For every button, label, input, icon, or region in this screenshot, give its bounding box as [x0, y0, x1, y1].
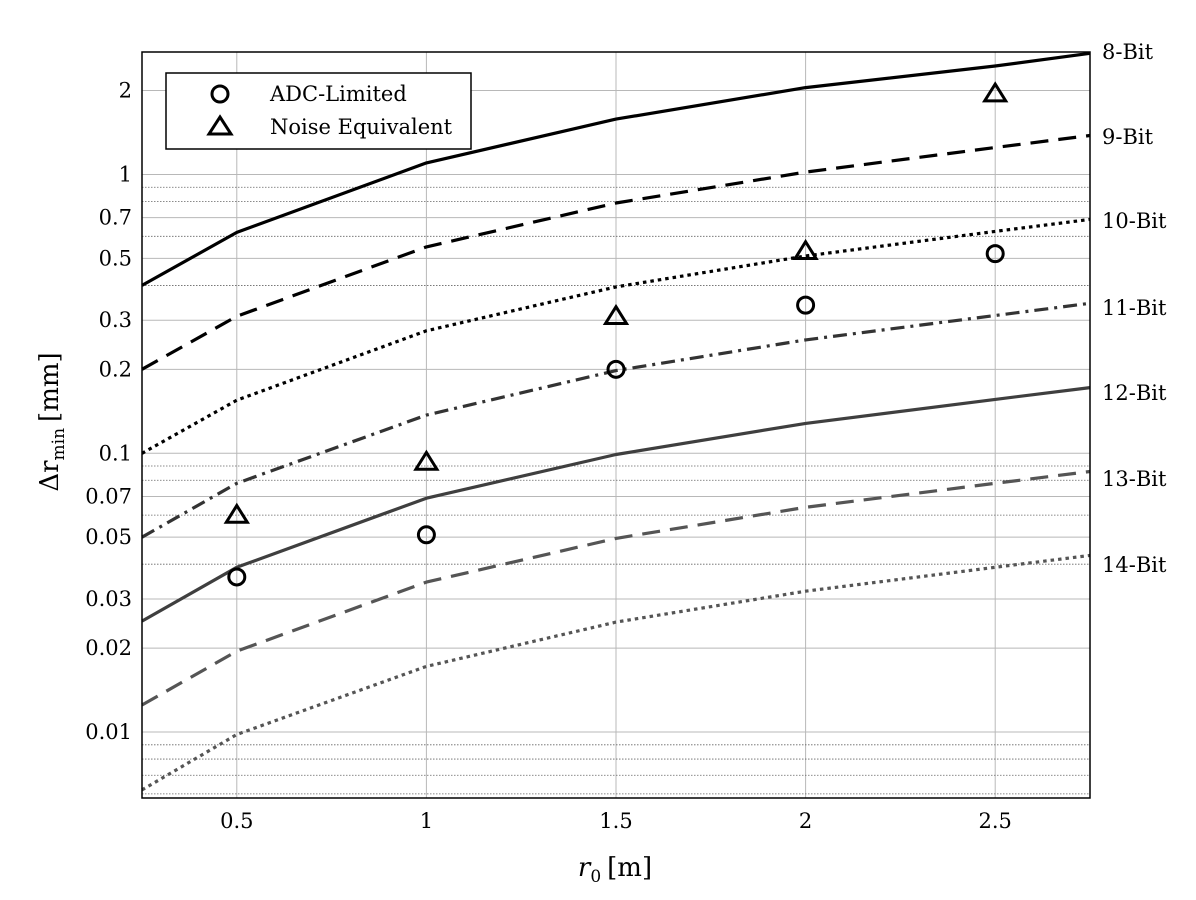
legend-triangle-marker [206, 114, 234, 136]
y-tick-label: 0.07 [85, 484, 132, 508]
y-tick-label: 0.3 [99, 308, 132, 332]
adc-limited-point [227, 567, 247, 587]
y-tick-label: 1 [119, 162, 132, 186]
series-labels: 8-Bit 9-Bit 10-Bit 11-Bit 12-Bit 13-Bit 14-Bit [1102, 40, 1167, 577]
series-label: 12-Bit [1102, 381, 1167, 405]
marker-points [223, 81, 1009, 587]
x-tick-label: 0.5 [220, 809, 253, 833]
plot-frame [141, 51, 1091, 799]
y-tick-labels: 0.01 0.02 0.03 0.05 0.07 0.1 0.2 0.3 0.5 0.7 1 2 [85, 79, 132, 744]
x-tick-label: 2.5 [978, 809, 1011, 833]
noise-equivalent-point [792, 238, 819, 261]
noise-equivalent-point [413, 449, 440, 471]
y-tick-label: 0.7 [99, 206, 132, 230]
y-tick-label: 0.02 [85, 636, 132, 660]
series-line-12-bit [141, 386, 1091, 623]
legend: ADC-Limited Noise Equivalent [165, 72, 472, 150]
x-tick-label: 1.5 [599, 809, 632, 833]
legend-box [165, 72, 472, 150]
y-tick-label: 0.01 [85, 720, 132, 744]
adc-limited-point [416, 525, 436, 545]
x-axis-label: r0 [m] [578, 853, 652, 887]
adc-limited-point [796, 295, 816, 315]
x-tick-labels: 0.5 1 1.5 2 2.5 [220, 809, 1012, 833]
series-label: 11-Bit [1102, 296, 1167, 320]
y-axis-label: Δrmin[mm] [35, 352, 69, 491]
legend-label-adc-limited: ADC-Limited [269, 82, 407, 106]
y-tick-label: 0.1 [99, 441, 132, 465]
y-tick-label: 0.2 [99, 357, 132, 381]
x-tick-label: 1 [420, 809, 433, 833]
y-tick-label: 0.03 [85, 587, 132, 611]
series-line-9-bit [141, 133, 1091, 371]
noise-equivalent-point [602, 303, 630, 325]
series-label: 13-Bit [1102, 467, 1167, 491]
noise-equivalent-point [981, 81, 1009, 103]
curves [141, 51, 1091, 792]
series-label: 14-Bit [1102, 553, 1167, 577]
y-tick-label: 2 [119, 79, 132, 103]
series-line-14-bit [141, 553, 1091, 792]
legend-circle-marker [210, 84, 230, 104]
grid [142, 52, 1090, 798]
adc-limited-point [606, 359, 626, 379]
adc-limited-point [985, 244, 1005, 264]
noise-equivalent-point [223, 502, 251, 524]
x-tick-label: 2 [799, 809, 812, 833]
series-label: 10-Bit [1102, 209, 1167, 233]
series-label: 9-Bit [1102, 125, 1154, 149]
series-line-8-bit [141, 51, 1091, 287]
series-line-11-bit [141, 301, 1091, 539]
legend-label-noise-equivalent: Noise Equivalent [270, 115, 453, 139]
y-tick-label: 0.5 [99, 246, 132, 270]
series-label: 8-Bit [1102, 40, 1154, 64]
series-line-10-bit [141, 217, 1091, 455]
series-line-13-bit [141, 469, 1091, 707]
y-tick-label: 0.05 [85, 525, 132, 549]
